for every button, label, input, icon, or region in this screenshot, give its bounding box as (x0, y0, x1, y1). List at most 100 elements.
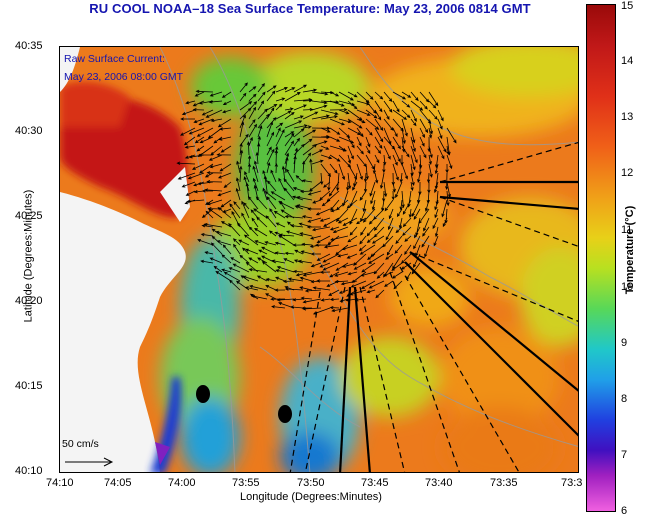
current-vector (329, 118, 345, 126)
current-vector (402, 226, 412, 237)
current-vector (275, 110, 292, 120)
current-vector (299, 276, 313, 282)
current-vector (327, 172, 331, 191)
current-vector (311, 159, 324, 165)
current-vector (401, 163, 408, 180)
current-vector (181, 181, 196, 188)
current-vector (419, 136, 425, 147)
current-vector (208, 100, 223, 104)
current-vector (446, 190, 450, 207)
current-vector (266, 148, 275, 165)
current-vector (347, 136, 355, 149)
current-vector (233, 243, 241, 255)
current-vector (228, 267, 241, 273)
current-vector (266, 103, 278, 111)
current-vector (340, 280, 358, 286)
current-vector (410, 145, 418, 164)
current-vector (220, 199, 232, 208)
current-vector (283, 187, 295, 201)
current-vector (242, 275, 259, 282)
sst-map (59, 46, 579, 473)
current-vector (218, 136, 232, 141)
x-tick-label: 74:05 (104, 477, 132, 489)
current-vector (383, 154, 387, 166)
current-vector (309, 181, 322, 192)
current-vector (370, 244, 385, 258)
current-vector (221, 91, 232, 98)
current-vector (286, 168, 295, 183)
current-vector (373, 208, 385, 220)
current-vector (311, 140, 328, 147)
current-vector (437, 118, 443, 130)
current-vector (239, 121, 245, 138)
current-vector (263, 175, 268, 192)
current-vector (238, 239, 250, 246)
current-vector (266, 121, 273, 138)
current-vector (323, 181, 331, 188)
current-vector (328, 289, 340, 296)
current-vector (293, 128, 305, 138)
current-vector (284, 92, 301, 102)
current-vector (401, 91, 412, 98)
current-vector (342, 217, 358, 226)
current-vector (311, 104, 328, 111)
current-vector (268, 230, 277, 237)
current-vector (217, 190, 232, 197)
current-vector (370, 190, 376, 205)
current-vector (266, 196, 277, 210)
current-vector (185, 100, 196, 105)
current-vector (322, 253, 340, 263)
current-vector (371, 235, 385, 244)
current-vector (329, 271, 340, 278)
current-vector (329, 154, 341, 162)
current-vector (332, 226, 349, 233)
current-vector (432, 217, 439, 230)
current-vector (374, 127, 384, 143)
current-vector (410, 109, 417, 123)
current-vector (392, 109, 408, 120)
current-vector (419, 109, 432, 125)
current-vector (265, 215, 277, 228)
current-vector (198, 118, 214, 126)
current-vector (256, 216, 268, 228)
current-vector (192, 108, 205, 112)
current-vector (365, 127, 373, 136)
current-vector (176, 161, 196, 165)
current-vector (356, 109, 371, 116)
current-vector (239, 101, 253, 111)
current-vector (329, 107, 348, 112)
current-vector (257, 82, 265, 93)
current-vector (392, 100, 400, 113)
current-vector (329, 306, 340, 310)
current-vector (329, 91, 340, 97)
map-title: RU COOL NOAA–18 Sea Surface Temperature:… (89, 1, 531, 16)
current-vector (396, 208, 403, 218)
current-vector (413, 208, 421, 220)
current-vector (258, 249, 268, 255)
current-vector (359, 235, 367, 245)
current-vector (180, 127, 196, 136)
current-vector (328, 181, 340, 197)
current-vector (284, 131, 295, 138)
current-vector (428, 118, 433, 135)
current-vector (245, 248, 259, 255)
current-vector (411, 199, 421, 217)
current-vector (395, 235, 403, 245)
current-vector (353, 253, 367, 266)
current-vector (251, 294, 268, 300)
current-vector (239, 142, 243, 156)
current-vector (326, 190, 340, 202)
current-vector (419, 127, 425, 138)
current-vector (408, 208, 412, 219)
current-vector (347, 127, 362, 136)
current-vector (338, 109, 350, 115)
current-vector (302, 88, 318, 93)
current-vector (290, 224, 304, 228)
current-vector (392, 136, 401, 150)
current-vector (300, 250, 313, 255)
current-vector (373, 262, 385, 275)
current-vector (204, 251, 214, 255)
current-vector (265, 293, 277, 300)
current-vector (219, 163, 232, 172)
current-vector (264, 191, 277, 201)
